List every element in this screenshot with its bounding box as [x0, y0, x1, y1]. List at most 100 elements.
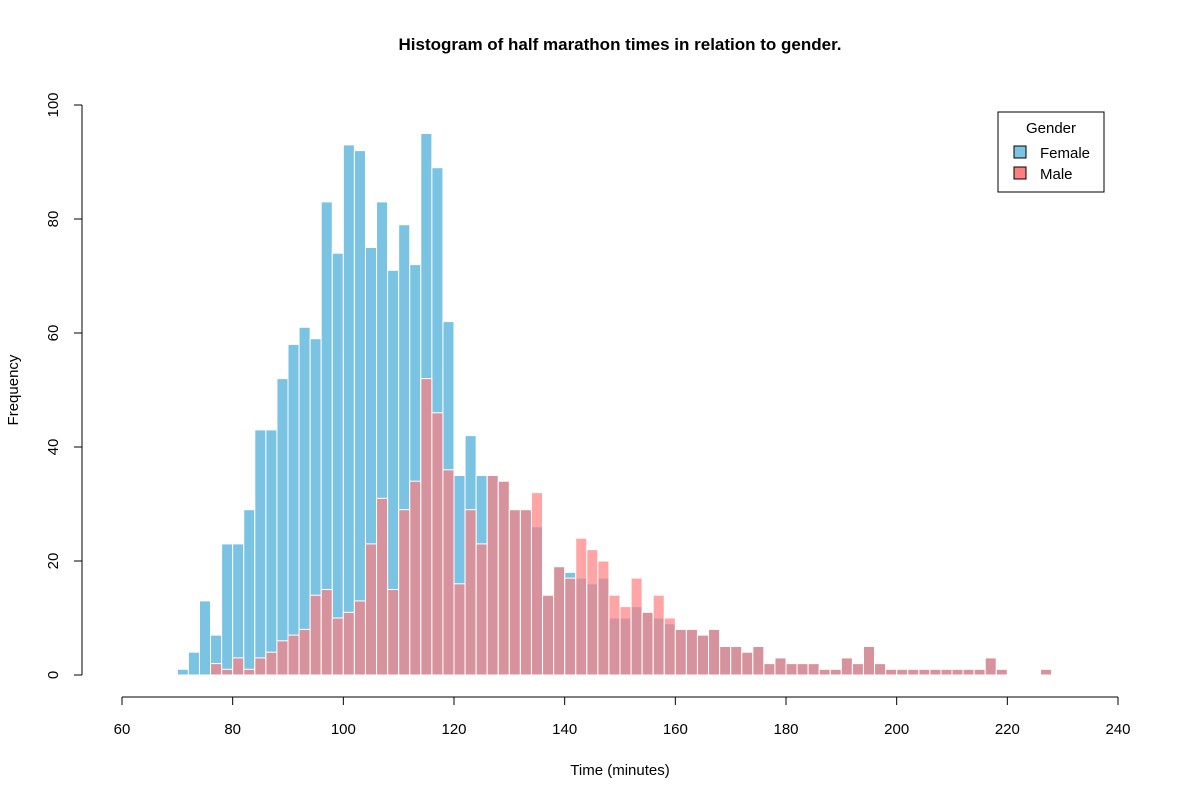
bar-male-160-162 — [674, 628, 687, 676]
bar-female-74-76 — [198, 600, 212, 676]
bar-male-172-174 — [741, 651, 754, 676]
bar-male-174-176 — [752, 646, 765, 676]
bar-male-84-86 — [254, 657, 267, 676]
bar-male-130-132 — [508, 509, 521, 676]
bar-male-180-182 — [785, 663, 798, 676]
bar-male-144-146 — [586, 549, 599, 676]
bar-male-78-80 — [221, 668, 234, 676]
bar-female-98-100 — [331, 252, 344, 676]
bar-male-142-144 — [575, 537, 588, 676]
bar-female-72-74 — [187, 651, 200, 676]
y-tick-label: 40 — [45, 439, 62, 456]
legend: Gender Female Male — [997, 111, 1105, 193]
bar-male-112-114 — [409, 480, 422, 676]
bar-male-150-152 — [619, 606, 632, 676]
bar-male-188-190 — [829, 668, 842, 676]
bar-male-94-96 — [309, 594, 322, 676]
bar-male-96-98 — [320, 589, 333, 676]
bar-male-148-150 — [608, 594, 621, 676]
x-tick-label: 240 — [1105, 721, 1130, 738]
bar-male-110-112 — [398, 509, 411, 676]
bar-female-84-86 — [254, 429, 267, 676]
bar-male-202-204 — [907, 668, 920, 676]
bar-male-218-220 — [995, 668, 1008, 676]
bar-male-226-228 — [1040, 668, 1053, 676]
bar-male-132-134 — [519, 509, 532, 676]
bar-male-178-180 — [774, 657, 787, 676]
bar-male-164-166 — [696, 634, 710, 676]
bar-female-70-72 — [176, 668, 189, 676]
legend-swatch-female — [1013, 145, 1027, 159]
bar-male-128-130 — [497, 480, 510, 676]
x-tick-label: 60 — [114, 721, 131, 738]
series-male-bars — [210, 378, 1053, 676]
bar-male-186-188 — [818, 668, 831, 676]
bar-male-124-126 — [475, 543, 488, 676]
x-tick-label: 180 — [773, 721, 798, 738]
bar-female-90-92 — [287, 343, 300, 676]
bar-male-204-206 — [918, 668, 931, 676]
bar-male-126-128 — [486, 475, 499, 676]
bar-female-80-82 — [232, 543, 245, 676]
x-tick-label: 120 — [441, 721, 466, 738]
bar-male-138-140 — [553, 566, 566, 676]
x-tick-label: 200 — [884, 721, 909, 738]
x-axis-ticks: 60 80 100 120 140 160 180 200 220 240 — [114, 697, 1131, 738]
bar-male-212-214 — [962, 668, 975, 676]
bar-female-102-104 — [353, 150, 366, 676]
chart-title: Histogram of half marathon times in rela… — [398, 35, 841, 54]
bar-male-88-90 — [276, 640, 289, 676]
x-tick-label: 220 — [995, 721, 1020, 738]
bar-male-170-172 — [730, 646, 743, 676]
bar-male-162-164 — [685, 628, 698, 676]
bar-female-78-80 — [221, 543, 234, 676]
legend-label-male: Male — [1040, 166, 1073, 183]
bar-female-88-90 — [276, 378, 289, 676]
x-tick-label: 140 — [552, 721, 577, 738]
y-tick-label: 80 — [45, 211, 62, 228]
y-axis-label: Frequency — [5, 354, 22, 425]
x-tick-label: 80 — [224, 721, 241, 738]
y-tick-label: 20 — [45, 553, 62, 570]
legend-title: Gender — [1026, 120, 1076, 137]
bar-male-122-124 — [464, 509, 477, 676]
bar-male-198-200 — [885, 668, 898, 676]
bar-male-134-136 — [530, 492, 544, 676]
bar-male-90-92 — [287, 634, 300, 676]
bar-male-120-122 — [453, 583, 466, 676]
bar-male-166-168 — [708, 628, 721, 676]
bar-male-190-192 — [840, 657, 853, 676]
bar-male-106-108 — [376, 497, 389, 676]
bar-male-192-194 — [851, 663, 864, 676]
y-tick-label: 0 — [45, 671, 62, 679]
bar-male-194-196 — [862, 646, 876, 676]
bar-male-80-82 — [232, 657, 245, 676]
bar-male-102-104 — [353, 600, 366, 676]
bar-male-196-198 — [874, 663, 887, 676]
x-axis-label: Time (minutes) — [570, 762, 669, 779]
bar-male-158-160 — [663, 617, 676, 676]
bar-male-92-94 — [298, 628, 311, 676]
bar-male-156-158 — [652, 594, 665, 676]
bar-male-118-120 — [442, 469, 455, 676]
bar-male-108-110 — [387, 589, 400, 676]
y-tick-label: 100 — [45, 92, 62, 117]
bar-male-152-154 — [630, 577, 643, 676]
y-tick-label: 60 — [45, 325, 62, 342]
bar-female-86-88 — [265, 429, 278, 676]
bars-layer — [176, 133, 1053, 676]
bar-male-114-116 — [420, 378, 433, 676]
bar-male-200-202 — [896, 668, 909, 676]
bar-male-216-218 — [984, 657, 997, 676]
x-tick-label: 100 — [331, 721, 356, 738]
bar-male-136-138 — [542, 594, 555, 676]
bar-male-168-170 — [719, 646, 732, 676]
bar-male-76-78 — [210, 663, 223, 676]
bar-male-82-84 — [243, 668, 256, 676]
bar-male-208-210 — [940, 668, 953, 676]
bar-male-98-100 — [331, 617, 344, 676]
bar-male-146-148 — [597, 560, 610, 676]
bar-female-92-94 — [298, 326, 311, 676]
y-axis-ticks: 0 20 40 60 80 100 — [45, 92, 82, 679]
